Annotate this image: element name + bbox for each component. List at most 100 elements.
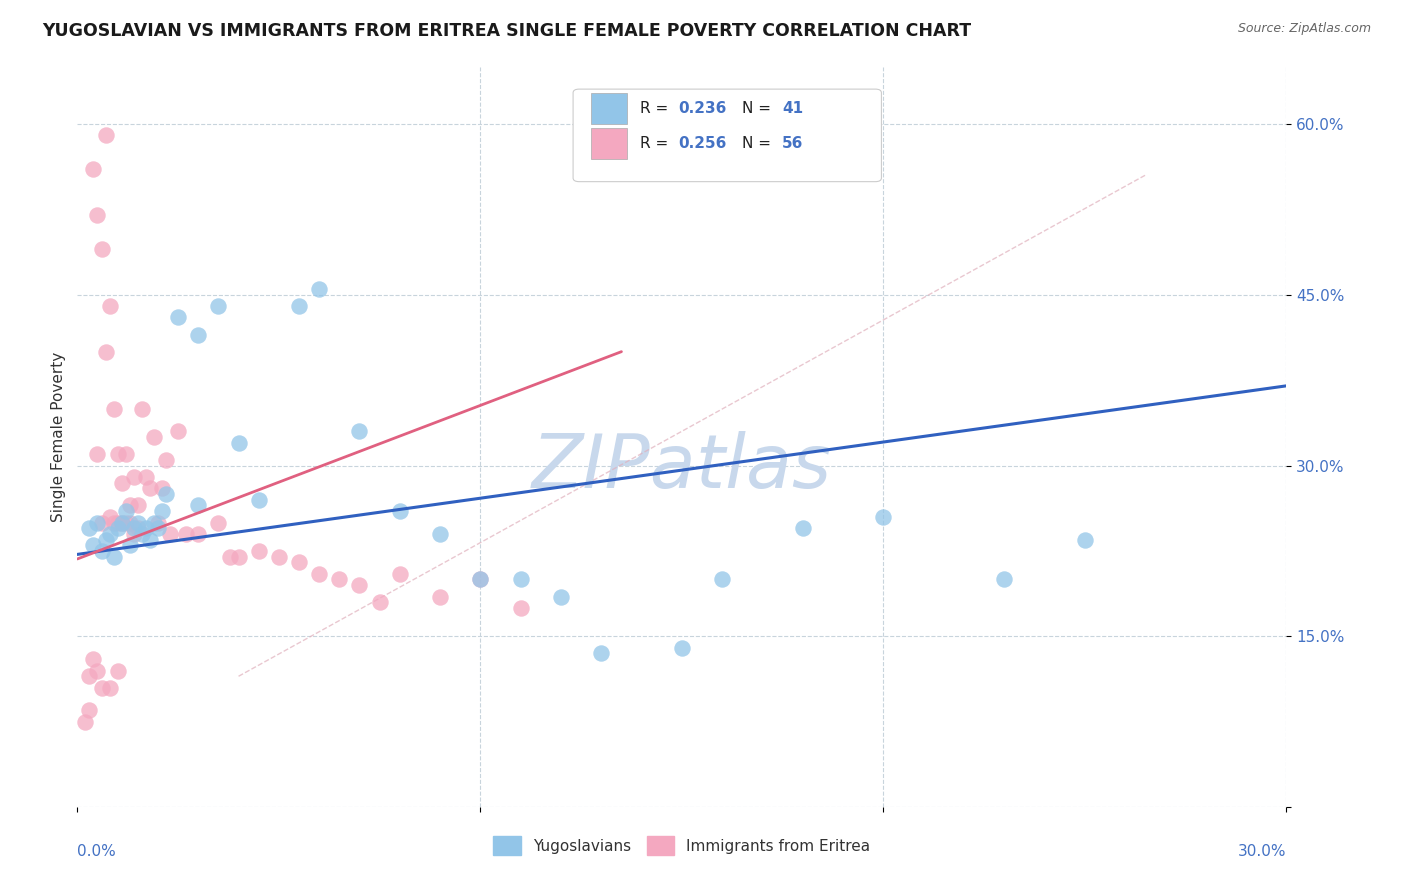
Point (167, 425, 190, 439)
Point (90, 516, 112, 530)
Point (98, 509, 121, 524)
Point (139, 481, 162, 495)
Point (288, 555, 311, 569)
Point (591, 647, 613, 661)
Point (671, 640, 693, 655)
Point (79, 521, 101, 535)
Point (509, 601, 531, 615)
Text: N =: N = (742, 101, 776, 116)
Point (98, 527, 121, 541)
Point (308, 282, 330, 296)
Point (111, 475, 134, 490)
Point (247, 544, 270, 558)
Point (150, 481, 173, 495)
Text: Source: ZipAtlas.com: Source: ZipAtlas.com (1237, 22, 1371, 36)
Point (118, 499, 141, 513)
Point (127, 499, 149, 513)
Point (228, 435, 250, 450)
Point (118, 516, 141, 530)
Point (328, 573, 350, 587)
Point (107, 447, 129, 461)
Point (111, 516, 134, 530)
Point (308, 566, 330, 581)
Point (86, 447, 108, 461)
Point (135, 470, 157, 484)
Point (470, 573, 492, 587)
Point (82, 538, 104, 552)
Text: 56: 56 (782, 136, 804, 152)
Text: N =: N = (742, 136, 776, 152)
Point (90, 242, 112, 256)
Point (429, 527, 451, 541)
Point (111, 516, 134, 530)
Point (792, 521, 814, 535)
Point (79, 669, 101, 683)
Point (146, 516, 169, 530)
Text: 0.256: 0.256 (678, 136, 727, 152)
Point (90, 681, 112, 695)
Text: 30.0%: 30.0% (1239, 844, 1286, 859)
Point (349, 578, 371, 592)
Point (79, 703, 101, 717)
Point (429, 590, 451, 604)
Point (711, 573, 734, 587)
Point (155, 487, 177, 501)
Legend: Yugoslavians, Immigrants from Eritrea: Yugoslavians, Immigrants from Eritrea (486, 829, 877, 863)
Point (1074, 533, 1097, 547)
Point (135, 521, 157, 535)
Y-axis label: Single Female Poverty: Single Female Poverty (51, 352, 66, 522)
Point (122, 470, 145, 484)
Point (142, 516, 165, 530)
Point (98, 681, 121, 695)
Point (267, 549, 290, 564)
Point (150, 504, 173, 518)
Point (107, 521, 129, 535)
Point (75, 714, 97, 729)
FancyBboxPatch shape (574, 89, 882, 182)
Point (368, 595, 391, 609)
Point (993, 573, 1015, 587)
Point (155, 453, 177, 467)
Point (131, 401, 153, 416)
Point (388, 566, 411, 581)
Point (142, 430, 165, 444)
FancyBboxPatch shape (592, 128, 627, 160)
Point (122, 521, 145, 535)
Point (103, 549, 125, 564)
Point (94, 533, 117, 547)
Point (86, 664, 108, 678)
Text: R =: R = (640, 101, 672, 116)
Point (127, 516, 149, 530)
Point (470, 573, 492, 587)
Point (207, 299, 229, 313)
FancyBboxPatch shape (592, 93, 627, 124)
Point (114, 447, 136, 461)
Point (103, 401, 125, 416)
Point (187, 327, 209, 342)
Text: ZIPatlas: ZIPatlas (531, 431, 832, 503)
Point (228, 549, 250, 564)
Point (114, 516, 136, 530)
Text: 41: 41 (782, 101, 803, 116)
Point (146, 521, 169, 535)
Point (118, 538, 141, 552)
Point (207, 516, 229, 530)
Text: 0.0%: 0.0% (77, 844, 117, 859)
Point (349, 425, 371, 439)
Point (94, 344, 117, 359)
Point (98, 299, 121, 313)
Text: R =: R = (640, 136, 672, 152)
Point (94, 128, 117, 143)
Point (127, 521, 149, 535)
Point (388, 504, 411, 518)
Point (167, 310, 190, 325)
Point (82, 652, 104, 666)
Point (872, 509, 894, 524)
Point (288, 299, 311, 313)
Point (219, 549, 242, 564)
Text: YUGOSLAVIAN VS IMMIGRANTS FROM ERITREA SINGLE FEMALE POVERTY CORRELATION CHART: YUGOSLAVIAN VS IMMIGRANTS FROM ERITREA S… (42, 22, 972, 40)
Point (82, 162, 104, 177)
Point (187, 499, 209, 513)
Point (187, 527, 209, 541)
Point (103, 516, 125, 530)
